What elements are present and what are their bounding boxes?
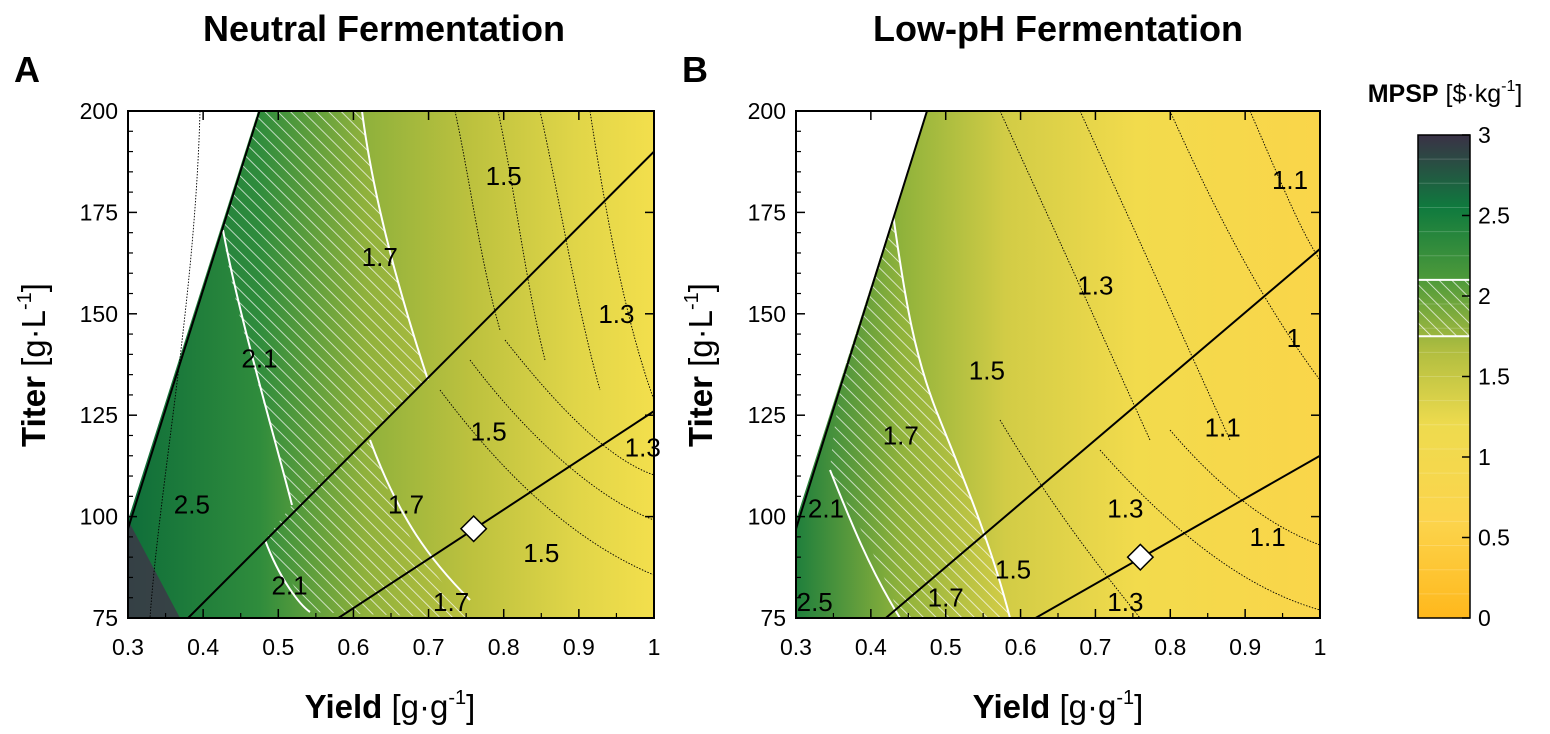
panel-b-xtick-label: 0.5 bbox=[930, 634, 962, 660]
panel-a-contour-label: 2.5 bbox=[174, 489, 210, 519]
panel-b-xtick-label: 1 bbox=[1314, 634, 1327, 660]
panel-a-contour-label: 1.5 bbox=[471, 416, 507, 446]
panel-b-contour-label: 2.1 bbox=[808, 493, 844, 523]
panel-a-xtick-label: 1 bbox=[648, 634, 661, 660]
panel-b-contour-labels: 1.1 1.3 1 1.5 1.7 1.1 2.1 1.3 1.1 1.5 2.5 1.7 1.3 bbox=[797, 165, 1308, 617]
panel-b-ytick-label: 100 bbox=[748, 504, 786, 530]
panel-b-contour-lines bbox=[999, 111, 1320, 618]
panel-a-contour-label: 1.3 bbox=[625, 433, 661, 463]
panel-a-feasibility-boundary bbox=[128, 111, 261, 530]
panel-a-contour-label: 1.7 bbox=[388, 489, 424, 519]
panel-b-boundary-line-1 bbox=[885, 248, 1320, 618]
panel-a-xtick-label: 0.4 bbox=[187, 634, 219, 660]
panel-a-xtick-label: 0.5 bbox=[262, 634, 294, 660]
panel-a-boundary-line-1 bbox=[187, 150, 654, 618]
panel-a-ytick-label: 75 bbox=[92, 605, 118, 631]
panel-a-contour-label: 1.7 bbox=[433, 587, 469, 617]
panel-b-contour-label: 1.1 bbox=[1205, 412, 1241, 442]
colorbar: MPSP [$·kg-1] 3 2.5 2 1.5 1 0.5 0 bbox=[1368, 78, 1523, 631]
panel-b-ytick-label: 175 bbox=[748, 199, 786, 225]
panel-a-infeasible-region bbox=[128, 111, 258, 520]
panel-b-contour-label: 1.7 bbox=[883, 420, 919, 450]
panel-a-baseline-marker bbox=[459, 514, 488, 543]
colorbar-tick-label: 0.5 bbox=[1478, 525, 1510, 551]
panel-b-ytick-label: 125 bbox=[748, 402, 786, 428]
panel-a-yaxis-label: Titer [g·L-1] bbox=[14, 283, 52, 447]
panel-a-contour-label: 2.1 bbox=[241, 343, 277, 373]
colorbar-tick-label: 2.5 bbox=[1478, 203, 1510, 229]
panel-b-xtick-label: 0.8 bbox=[1154, 634, 1186, 660]
panel-b-contour-label: 1.5 bbox=[995, 554, 1031, 584]
panel-b-baseline-marker bbox=[1126, 543, 1155, 571]
panel-b-contour-label: 1.1 bbox=[1272, 165, 1308, 195]
panel-a-xtick-label: 0.8 bbox=[488, 634, 520, 660]
panel-b-plot-area bbox=[796, 111, 1320, 618]
panel-b-xaxis-label: Yield [g·g-1] bbox=[973, 687, 1144, 725]
panel-b-contour-label: 1.3 bbox=[1107, 587, 1143, 617]
panel-a-ytick-label: 150 bbox=[80, 301, 118, 327]
panel-a-letter: A bbox=[14, 49, 40, 90]
panel-a-ytick-label: 200 bbox=[80, 98, 118, 124]
colorbar-tick-label: 3 bbox=[1478, 122, 1491, 148]
panel-b-boundary-line-2 bbox=[1035, 454, 1320, 618]
panel-b-letter: B bbox=[682, 49, 708, 90]
panel-a-hatched-band-upper bbox=[223, 111, 428, 505]
panel-a-ytick-label: 125 bbox=[80, 402, 118, 428]
panel-a-xtick-label: 0.3 bbox=[112, 634, 144, 660]
panel-b-contour-label: 1.7 bbox=[928, 583, 964, 613]
panel-a-boundary-line-2 bbox=[337, 410, 654, 618]
panel-a-hatched-band-lower bbox=[265, 440, 470, 618]
panel-a-xaxis-label: Yield [g·g-1] bbox=[305, 687, 476, 725]
panel-a-ytick-label: 175 bbox=[80, 199, 118, 225]
colorbar-gradient bbox=[1418, 135, 1470, 618]
panel-b-white-contours bbox=[829, 213, 1011, 618]
panel-b-hatched-band bbox=[830, 214, 1010, 618]
panel-b-title: Low-pH Fermentation bbox=[873, 8, 1243, 49]
panel-a-contour-label: 1.5 bbox=[486, 161, 522, 191]
panel-a-contour-label: 1.3 bbox=[598, 299, 634, 329]
panel-b-contour-label: 1.5 bbox=[969, 356, 1005, 386]
panel-b-contour-label: 1.3 bbox=[1077, 270, 1113, 300]
panel-a-xtick-label: 0.7 bbox=[413, 634, 445, 660]
colorbar-tick-label: 0 bbox=[1478, 605, 1491, 631]
colorbar-hatched-range bbox=[1418, 279, 1470, 337]
panel-b-xtick-label: 0.9 bbox=[1229, 634, 1261, 660]
panel-b: Low-pH Fermentation B 0.3 bbox=[681, 8, 1326, 725]
panel-a-ytick-label: 100 bbox=[80, 504, 118, 530]
panel-a-contour-lines bbox=[149, 111, 654, 618]
colorbar-tick-label: 2 bbox=[1478, 283, 1491, 309]
panel-b-contour-label: 1 bbox=[1287, 323, 1301, 353]
panel-b-xtick-label: 0.4 bbox=[855, 634, 887, 660]
panel-a-contour-label: 1.7 bbox=[362, 242, 398, 272]
panel-a-white-contours bbox=[222, 111, 471, 613]
panel-a-xtick-label: 0.9 bbox=[563, 634, 595, 660]
colorbar-tick-label: 1.5 bbox=[1478, 364, 1510, 390]
panel-a-contour-labels: 1.5 1.7 1.3 2.1 1.5 1.3 2.5 1.7 1.5 2.1 1.7 bbox=[174, 161, 661, 617]
colorbar-title: MPSP [$·kg-1] bbox=[1368, 78, 1523, 108]
colorbar-tick-label: 1 bbox=[1478, 444, 1491, 470]
panel-b-yaxis-label: Titer [g·L-1] bbox=[681, 283, 719, 447]
panel-b-feasibility-boundary bbox=[796, 111, 928, 530]
panel-a-xtick-label: 0.6 bbox=[337, 634, 369, 660]
panel-b-ytick-label: 150 bbox=[748, 301, 786, 327]
panel-b-xtick-label: 0.3 bbox=[780, 634, 812, 660]
panel-a-contour-label: 2.1 bbox=[271, 571, 307, 601]
panel-b-xtick-label: 0.7 bbox=[1079, 634, 1111, 660]
panel-b-contour-label: 2.5 bbox=[797, 587, 833, 617]
panel-a-contour-label: 1.5 bbox=[523, 538, 559, 568]
panel-a: Neutral Fermentation A bbox=[14, 8, 661, 725]
panel-b-xtick-label: 0.6 bbox=[1005, 634, 1037, 660]
colorbar-ticks: 3 2.5 2 1.5 1 0.5 0 bbox=[1462, 122, 1510, 631]
panel-b-contour-label: 1.3 bbox=[1107, 493, 1143, 523]
panel-a-title: Neutral Fermentation bbox=[203, 8, 565, 49]
panel-b-contour-label: 1.1 bbox=[1250, 522, 1286, 552]
panel-b-ytick-label: 200 bbox=[748, 98, 786, 124]
panel-a-plot-area bbox=[128, 111, 654, 618]
panel-b-ytick-label: 75 bbox=[760, 605, 786, 631]
